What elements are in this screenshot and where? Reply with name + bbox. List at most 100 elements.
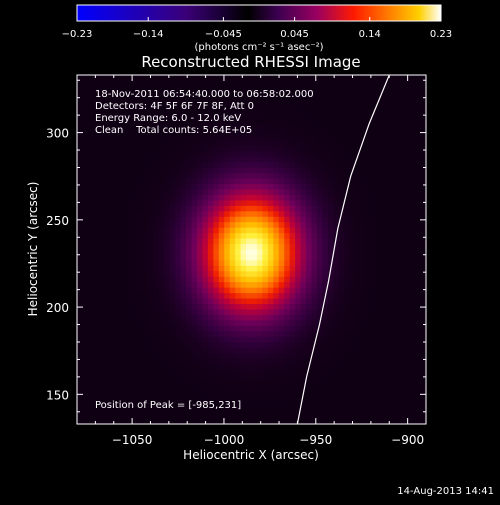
heatmap-pixel [338,331,345,338]
heatmap-pixel [153,358,160,365]
heatmap-pixel [120,342,127,349]
heatmap-pixel [284,385,291,392]
heatmap-pixel [235,396,242,403]
heatmap-pixel [93,287,100,294]
heatmap-pixel [316,402,323,409]
heatmap-pixel [87,304,94,311]
heatmap-pixel [398,222,405,229]
heatmap-pixel [295,75,302,82]
heatmap-pixel [382,276,389,283]
heatmap-pixel [382,293,389,300]
heatmap-pixel [256,75,263,82]
heatmap-pixel [311,85,318,92]
heatmap-pixel [393,260,400,267]
heatmap-pixel [191,200,198,207]
heatmap-pixel [327,91,334,98]
heatmap-pixel [344,314,351,321]
heatmap-pixel [273,156,280,163]
heatmap-pixel [82,194,89,202]
heatmap-pixel [349,347,356,354]
heatmap-pixel [289,304,296,311]
heatmap-pixel [338,145,345,152]
heatmap-pixel [191,151,198,158]
heatmap-pixel [409,91,416,98]
heatmap-pixel [371,162,378,169]
heatmap-pixel [322,271,329,278]
heatmap-pixel [235,293,242,300]
heatmap-pixel [109,205,116,212]
heatmap-pixel [316,216,323,223]
heatmap-pixel [404,254,411,261]
heatmap-pixel [158,129,165,136]
annotation-line: Detectors: 4F 5F 6F 7F 8F, Att 0 [95,101,254,112]
heatmap-pixel [98,167,105,174]
heatmap-pixel [82,113,89,120]
heatmap-pixel [87,369,94,376]
heatmap-pixel [136,129,144,136]
heatmap-pixel [175,107,182,114]
heatmap-pixel [93,113,100,120]
heatmap-pixel [136,96,144,103]
heatmap-pixel [131,162,138,169]
heatmap-pixel [284,151,291,158]
heatmap-pixel [327,189,334,196]
heatmap-pixel [284,418,291,424]
heatmap-pixel [126,244,133,251]
heatmap-pixel [338,189,345,196]
heatmap-pixel [420,369,426,376]
heatmap-pixel [262,271,269,278]
heatmap-pixel [213,385,220,392]
heatmap-pixel [415,167,422,174]
heatmap-pixel [398,254,405,261]
heatmap-pixel [316,113,323,120]
heatmap-pixel [175,96,182,103]
heatmap-pixel [344,80,351,87]
heatmap-pixel [366,145,373,152]
heatmap-pixel [229,293,236,300]
heatmap-pixel [273,178,280,185]
heatmap-pixel [104,325,111,332]
heatmap-pixel [393,347,400,354]
heatmap-pixel [393,244,400,251]
heatmap-pixel [267,407,274,414]
heatmap-pixel [311,320,318,327]
heatmap-pixel [371,271,378,278]
heatmap-pixel [349,413,356,420]
heatmap-pixel [207,254,214,261]
heatmap-pixel [316,205,323,212]
heatmap-pixel [153,314,160,321]
heatmap-pixel [382,173,389,180]
heatmap-pixel [289,369,296,376]
heatmap-pixel [218,140,225,147]
heatmap-pixel [164,260,171,267]
heatmap-pixel [175,276,182,283]
heatmap-pixel [229,102,236,109]
heatmap-pixel [175,129,182,136]
heatmap-pixel [169,293,176,300]
heatmap-pixel [87,80,94,87]
heatmap-pixel [398,342,405,349]
heatmap-pixel [306,358,313,365]
heatmap-pixel [87,353,94,360]
heatmap-pixel [278,309,285,316]
heatmap-pixel [93,96,100,103]
heatmap-pixel [93,80,100,87]
heatmap-pixel [284,309,291,316]
heatmap-pixel [87,391,94,398]
heatmap-pixel [251,205,258,212]
heatmap-pixel [147,80,154,87]
heatmap-pixel [289,167,296,174]
heatmap-pixel [120,347,127,354]
heatmap-pixel [289,385,296,392]
heatmap-pixel [251,418,258,424]
heatmap-pixel [278,162,285,169]
heatmap-pixel [349,331,356,338]
heatmap-pixel [322,402,329,409]
heatmap-pixel [240,184,247,191]
heatmap-pixel [153,413,160,420]
heatmap-pixel [224,200,231,207]
heatmap-pixel [93,75,100,82]
heatmap-pixel [87,184,94,191]
heatmap-pixel [251,75,258,82]
heatmap-pixel [415,369,422,376]
